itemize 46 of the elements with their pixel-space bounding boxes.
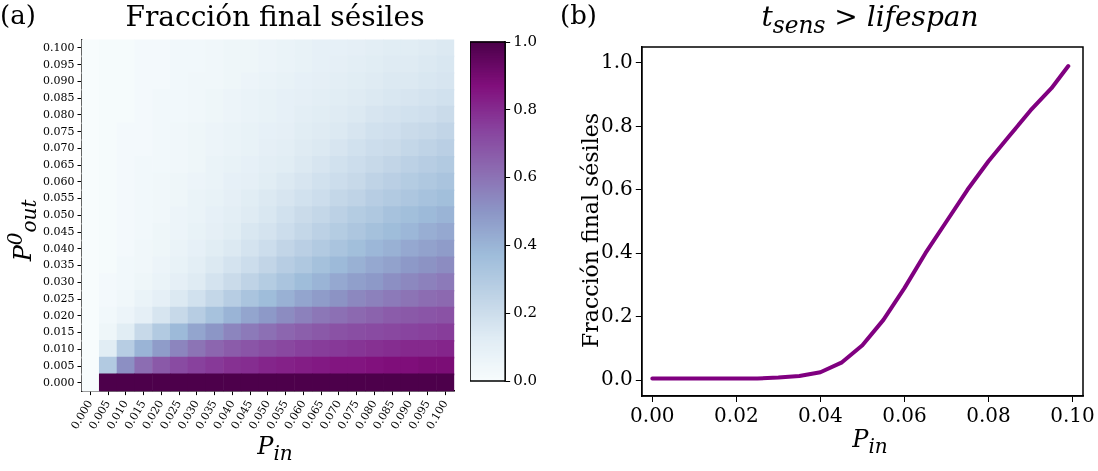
x-tick-label: 0.04 [798, 403, 843, 428]
y-tick-label: 0.075 [42, 124, 75, 138]
y-tick-label: 0.085 [42, 91, 75, 105]
color-bar-label: 0.6 [513, 167, 537, 186]
color-bar-label: 0.8 [513, 99, 537, 118]
text: (a) [0, 0, 36, 30]
y-tick-label: 0.045 [42, 224, 75, 238]
chart-title: t$_{sens}$ > lifespan [760, 0, 980, 39]
x-tick-label: 0.00 [630, 403, 675, 428]
text: (b) [560, 0, 597, 30]
y-tick-label: 0.8 [600, 112, 633, 137]
y-tick-label: 1.0 [600, 49, 633, 74]
x-tick-label: 0.10 [1050, 403, 1095, 428]
y-tick-label: 0.100 [42, 40, 75, 54]
chart-title: Fracción final sésiles [124, 0, 426, 33]
y-tick-label: 0.035 [42, 258, 75, 272]
color-bar-label: 0.0 [513, 370, 537, 389]
y-axis-title: Fracción final sésiles [577, 112, 603, 348]
y-tick-label: 0.070 [42, 141, 75, 155]
y-tick-label: 0.6 [600, 175, 633, 200]
color-bar-label: 1.0 [513, 31, 537, 50]
y-tick-label: 0.2 [600, 302, 633, 327]
y-tick-label: 0.020 [42, 308, 75, 322]
y-tick-label: 0.090 [42, 74, 75, 88]
y-tick-label: 0.055 [42, 191, 75, 205]
y-tick-label: 0.050 [42, 208, 75, 222]
x-tick-label: 0.06 [882, 403, 927, 428]
y-tick-label: 0.005 [42, 358, 75, 372]
color-bar-label: 0.4 [513, 235, 537, 254]
y-tick-label: 0.010 [42, 342, 75, 356]
x-tick-label: 0.08 [966, 403, 1011, 428]
y-tick-label: 0.000 [42, 375, 75, 389]
y-tick-label: 0.060 [42, 174, 75, 188]
x-axis-title: P$_{in}$ [852, 425, 888, 458]
y-tick-label: 0.0 [600, 366, 633, 391]
y-tick-label: 0.025 [42, 291, 75, 305]
y-tick-label: 0.080 [42, 107, 75, 121]
x-axis-title: P$_{in}$ [256, 432, 294, 465]
y-tick-label: 0.015 [42, 325, 75, 339]
y-tick-label: 0.030 [42, 275, 75, 289]
y-tick-label: 0.040 [42, 241, 75, 255]
x-tick-label: 0.02 [714, 403, 759, 428]
y-tick-label: 0.4 [600, 239, 633, 264]
y-tick-label: 0.065 [42, 158, 75, 172]
color-bar-label: 0.2 [513, 303, 537, 322]
y-tick-label: 0.095 [42, 57, 75, 71]
